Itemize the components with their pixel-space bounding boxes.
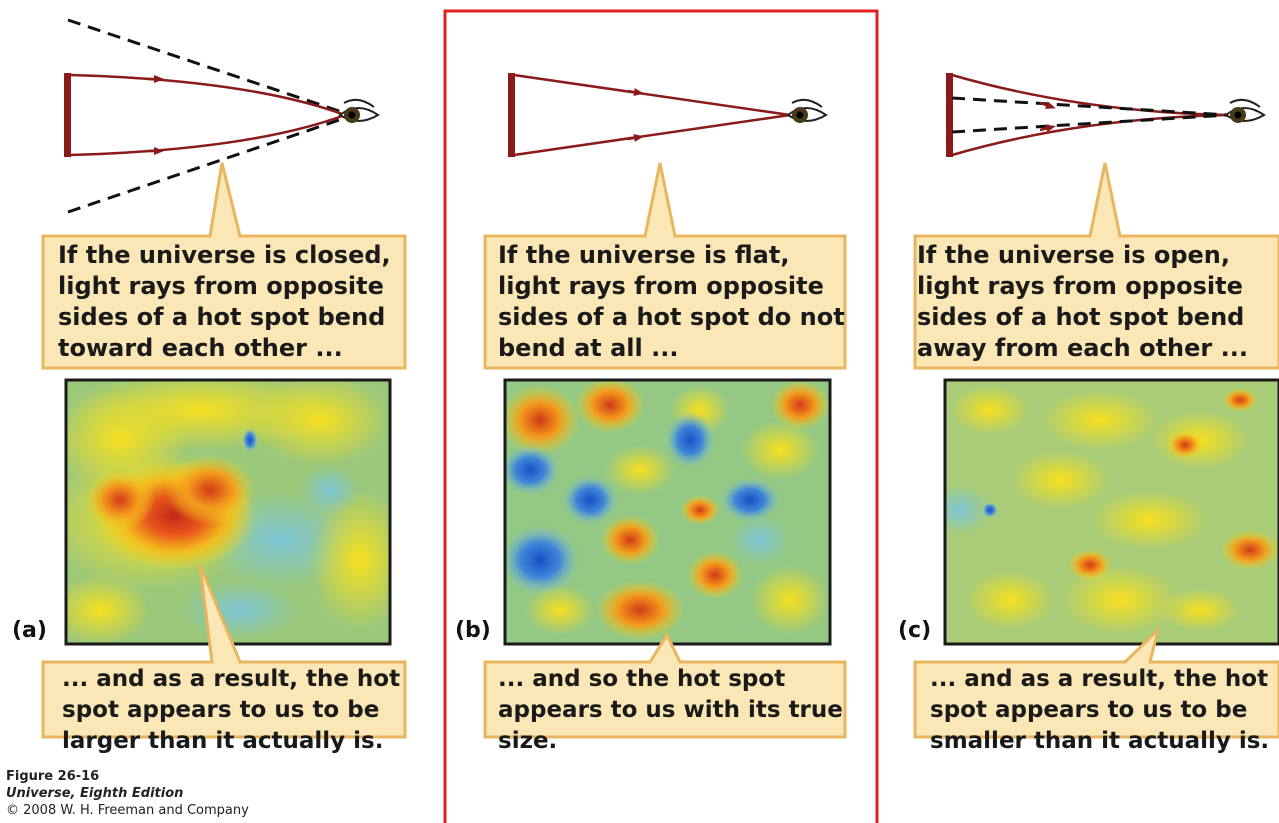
flat-universe-text: If the universe is flat, light rays from… xyxy=(498,241,845,362)
flat-universe-ray-diagram xyxy=(508,73,828,157)
callout-flat-top xyxy=(483,162,847,370)
callout-open-top xyxy=(913,162,1279,370)
light-ray-upper xyxy=(513,73,791,117)
panel-label-b: (b) xyxy=(455,618,491,643)
cmb-map-flat xyxy=(503,378,832,646)
open-universe-ray-diagram xyxy=(946,73,1266,157)
open-result-text: ... and as a result, the hot spot appear… xyxy=(930,666,1270,754)
flat-universe-highlight-frame xyxy=(443,9,879,823)
light-ray-lower xyxy=(69,113,346,157)
hot-spot-bar xyxy=(64,73,71,157)
eye-icon xyxy=(786,98,828,123)
hot-spot-bar xyxy=(946,73,953,157)
closed-universe-ray-diagram xyxy=(64,18,380,214)
hot-spot-bar xyxy=(508,73,515,157)
panel-label-c: (c) xyxy=(898,618,932,643)
eye-icon xyxy=(1224,98,1266,123)
callout-flat-bottom xyxy=(483,631,847,739)
figure-caption: Figure 26-16 Universe, Eighth Edition © … xyxy=(6,768,249,819)
light-ray-upper xyxy=(69,73,346,117)
flat-result-text: ... and so the hot spot appears to us wi… xyxy=(498,666,843,754)
apparent-ray-upper xyxy=(67,18,346,115)
light-ray-lower xyxy=(951,113,1229,157)
callout-closed-bottom xyxy=(41,564,407,739)
cmb-map-closed xyxy=(64,378,392,646)
cmb-map-open xyxy=(943,378,1279,646)
closed-universe-text: If the universe is closed, light rays fr… xyxy=(58,241,391,362)
figure-number: Figure 26-16 xyxy=(6,769,100,784)
eye-icon xyxy=(338,98,380,123)
apparent-ray-lower xyxy=(951,113,1229,134)
apparent-ray-lower xyxy=(67,116,346,214)
open-universe-text: If the universe is open, light rays from… xyxy=(917,241,1248,362)
closed-result-text: ... and as a result, the hot spot appear… xyxy=(62,666,401,754)
book-title: Universe, Eighth Edition xyxy=(6,786,184,801)
callout-open-bottom xyxy=(913,625,1279,739)
copyright: © 2008 W. H. Freeman and Company xyxy=(6,803,249,818)
light-ray-lower xyxy=(513,113,791,157)
light-ray-upper xyxy=(951,73,1229,117)
panel-label-a: (a) xyxy=(12,618,47,643)
callout-closed-top xyxy=(41,162,407,370)
apparent-ray-upper xyxy=(951,96,1229,117)
